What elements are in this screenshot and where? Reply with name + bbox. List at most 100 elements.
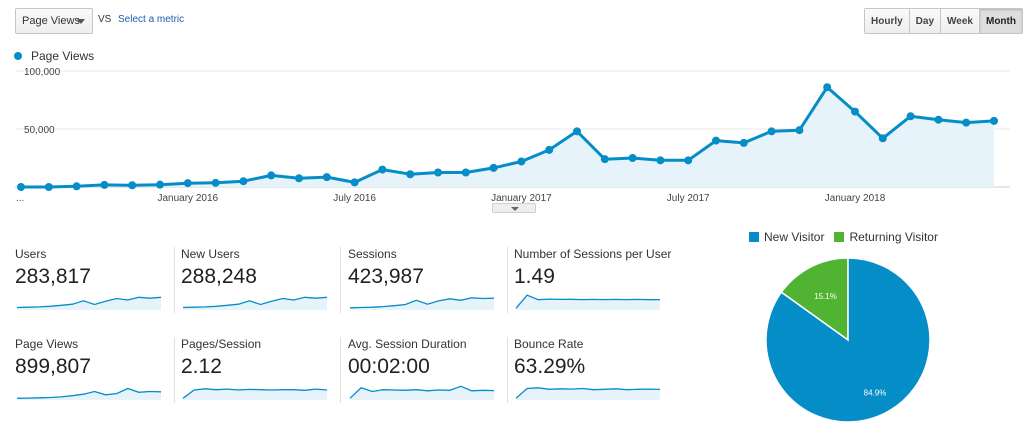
vs-label: VS — [98, 14, 112, 25]
data-point[interactable] — [628, 154, 637, 162]
chart-legend: Page Views — [14, 49, 94, 63]
chart-legend-label: Page Views — [31, 49, 95, 63]
metric-tile-new-users[interactable]: New Users 288,248 — [181, 247, 341, 313]
data-point[interactable] — [684, 156, 693, 165]
data-point[interactable] — [44, 183, 53, 191]
y-tick-label: 100,000 — [24, 67, 61, 78]
data-point[interactable] — [851, 107, 859, 116]
sparkline-line — [182, 296, 328, 309]
sparkline-area — [183, 297, 327, 310]
data-point[interactable] — [295, 174, 303, 183]
sparkline-area — [17, 388, 161, 400]
x-tick-label: ... — [16, 193, 24, 204]
data-point[interactable] — [656, 156, 665, 165]
pie-slice-label: 15.1% — [814, 292, 837, 301]
data-point[interactable] — [934, 115, 943, 124]
legend-new-visitor: New Visitor — [764, 230, 825, 244]
metric-tile-avg-session-duration[interactable]: Avg. Session Duration 00:02:00 — [348, 337, 508, 403]
x-tick-label: July 2017 — [667, 193, 710, 204]
sparkline-line — [16, 296, 162, 309]
chart-expand-handle[interactable] — [492, 203, 536, 213]
data-point[interactable] — [906, 112, 915, 121]
metric-tile-page-views[interactable]: Page Views 899,807 — [15, 337, 175, 403]
sparkline — [16, 296, 162, 310]
new-visitor-swatch — [749, 232, 759, 242]
metric-label: New Users — [181, 247, 240, 261]
data-point[interactable] — [211, 178, 220, 187]
metric-value: 63.29% — [514, 355, 586, 378]
data-point[interactable] — [434, 168, 442, 177]
pie-slice-label: 84.9% — [864, 389, 887, 398]
pie-slice-returning-visitor[interactable] — [780, 257, 849, 342]
data-point[interactable] — [100, 180, 109, 189]
metric-label: Bounce Rate — [514, 337, 584, 351]
pie-slice-new-visitor[interactable] — [765, 257, 931, 423]
data-point[interactable] — [600, 155, 609, 164]
data-point[interactable] — [517, 157, 526, 166]
data-point[interactable] — [962, 118, 971, 127]
sparkline-line — [515, 294, 661, 309]
data-point[interactable] — [72, 182, 81, 191]
metric-label: Page Views — [15, 337, 79, 351]
series-line-page-views — [21, 85, 995, 189]
chevron-down-icon — [77, 19, 85, 24]
sparkline — [16, 387, 162, 400]
data-point[interactable] — [712, 136, 720, 145]
visitor-type-pie-chart: 15.1% 84.9% — [765, 257, 931, 423]
data-point[interactable] — [406, 170, 415, 179]
x-tick-label: July 2016 — [333, 193, 376, 204]
week-button[interactable]: Week — [941, 9, 980, 33]
sparkline-area — [350, 297, 494, 310]
data-point[interactable] — [878, 134, 887, 143]
data-point[interactable] — [156, 180, 164, 189]
page-views-line-chart: 100,000 50,000... January 2016 July 2016 Jan… — [15, 67, 1010, 204]
data-point[interactable] — [990, 116, 998, 125]
sparkline-line — [349, 385, 495, 399]
data-point[interactable] — [461, 168, 470, 177]
metric-label: Avg. Session Duration — [348, 337, 467, 351]
data-point[interactable] — [350, 178, 359, 187]
y-tick-label: 50,000 — [24, 125, 55, 136]
sparkline — [349, 385, 495, 400]
metric-tile-users[interactable]: Users 283,817 — [15, 247, 175, 313]
sparkline-line — [16, 387, 162, 399]
data-point[interactable] — [739, 138, 748, 147]
sparkline-area — [516, 295, 660, 310]
data-point[interactable] — [378, 165, 387, 174]
returning-visitor-swatch — [834, 232, 845, 242]
metric-dropdown[interactable]: Page Views — [15, 8, 93, 34]
month-button[interactable]: Month — [979, 9, 1022, 33]
expand-arrow-icon — [511, 207, 519, 211]
data-point[interactable] — [267, 171, 276, 180]
series-area-page-views — [21, 87, 994, 187]
data-point[interactable] — [183, 179, 192, 188]
hourly-button[interactable]: Hourly — [865, 9, 910, 33]
metric-label: Sessions — [348, 247, 397, 261]
metric-value: 899,807 — [15, 355, 91, 378]
legend-returning-visitor: Returning Visitor — [849, 230, 938, 244]
metric-tile-sessions[interactable]: Sessions 423,987 — [348, 247, 508, 313]
data-point[interactable] — [545, 145, 554, 154]
sparkline — [182, 296, 328, 310]
data-point[interactable] — [573, 127, 581, 136]
data-point[interactable] — [795, 126, 804, 135]
sparkline-line — [515, 387, 661, 399]
data-point[interactable] — [17, 183, 25, 191]
data-point[interactable] — [322, 173, 331, 182]
metric-dropdown-label: Page Views — [22, 15, 80, 27]
metric-tile-number-of-sessions-per-user[interactable]: Number of Sessions per User 1.49 — [514, 247, 674, 313]
data-point[interactable] — [489, 163, 498, 172]
metric-tile-bounce-rate[interactable]: Bounce Rate 63.29% — [514, 337, 674, 403]
day-button[interactable]: Day — [909, 9, 942, 33]
data-point[interactable] — [767, 127, 776, 136]
data-point[interactable] — [128, 181, 137, 190]
metric-label: Users — [15, 247, 47, 261]
data-point[interactable] — [823, 83, 832, 92]
sparkline — [182, 388, 328, 400]
data-point[interactable] — [239, 177, 248, 186]
metric-tile-pages-session[interactable]: Pages/Session 2.12 — [181, 337, 341, 403]
metric-label: Number of Sessions per User — [514, 247, 672, 261]
sparkline-line — [182, 388, 328, 399]
select-metric-link[interactable]: Select a metric — [118, 14, 185, 25]
sparkline-area — [516, 387, 660, 400]
